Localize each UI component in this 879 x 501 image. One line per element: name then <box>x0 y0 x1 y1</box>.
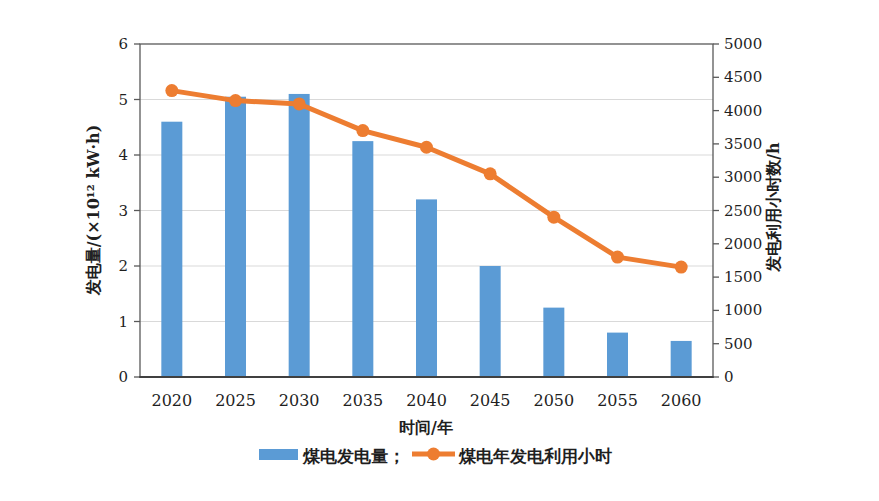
bar-2050 <box>543 308 564 377</box>
line-point-2040 <box>420 141 433 154</box>
line-point-2045 <box>484 167 497 180</box>
left-tick-label: 3 <box>118 202 128 220</box>
legend-bar-label: 煤电发电量； <box>302 446 405 466</box>
x-tick-label: 2055 <box>597 391 638 410</box>
bar-2045 <box>480 266 501 377</box>
combo-chart: 0 1 2 3 4 5 6 0 500 1000 1500 2000 2500 3000 3500 4000… <box>0 0 879 501</box>
line-point-2050 <box>547 211 560 224</box>
line-point-2060 <box>675 261 688 274</box>
legend: 煤电发电量； 煤电年发电利用小时 <box>259 446 612 466</box>
bar-series <box>161 94 691 377</box>
x-tick-label: 2045 <box>470 391 511 410</box>
right-tick-label: 0 <box>724 368 734 386</box>
left-tick-label: 6 <box>118 35 128 53</box>
bar-2055 <box>607 333 628 377</box>
x-tick-label: 2035 <box>342 391 383 410</box>
legend-line-marker <box>427 448 440 461</box>
right-tick-label: 500 <box>724 335 753 353</box>
x-tick-label: 2020 <box>151 391 192 410</box>
x-axis-title: 时间/年 <box>399 418 453 437</box>
bar-2035 <box>352 141 373 377</box>
right-axis-ticks: 0 500 1000 1500 2000 2500 3000 3500 4000 4500 5000 <box>713 35 762 386</box>
right-tick-label: 1500 <box>724 268 762 286</box>
legend-bar-swatch <box>259 449 298 460</box>
x-tick-label: 2060 <box>661 391 702 410</box>
left-tick-label: 5 <box>118 91 128 109</box>
bar-2025 <box>225 97 246 377</box>
line-point-2035 <box>356 124 369 137</box>
left-axis-ticks: 0 1 2 3 4 5 6 <box>118 35 140 386</box>
bar-2020 <box>161 122 182 377</box>
x-axis-tick-labels: 2020 2025 2030 2035 2040 2045 2050 2055 2060 <box>151 391 701 410</box>
left-axis-title: 发电量/(×10¹² kW·h) <box>84 125 103 297</box>
line-point-2055 <box>611 251 624 264</box>
chart-figure: 0 1 2 3 4 5 6 0 500 1000 1500 2000 2500 3000 3500 4000… <box>0 0 879 501</box>
right-tick-label: 4000 <box>724 102 762 120</box>
line-point-2030 <box>293 97 306 110</box>
line-point-2025 <box>229 94 242 107</box>
right-tick-label: 2500 <box>724 202 762 220</box>
line-point-2020 <box>165 84 178 97</box>
bar-2060 <box>671 341 692 377</box>
left-tick-label: 4 <box>118 146 128 164</box>
bar-2030 <box>289 94 310 377</box>
x-tick-label: 2050 <box>533 391 574 410</box>
right-tick-label: 1000 <box>724 301 762 319</box>
bar-2040 <box>416 199 437 377</box>
right-tick-label: 5000 <box>724 35 762 53</box>
left-tick-label: 0 <box>118 368 128 386</box>
right-tick-label: 4500 <box>724 68 762 86</box>
x-tick-label: 2040 <box>406 391 447 410</box>
right-tick-label: 3000 <box>724 168 762 186</box>
left-tick-label: 2 <box>118 257 128 275</box>
left-tick-label: 1 <box>118 313 128 331</box>
legend-line-label: 煤电年发电利用小时 <box>458 446 612 466</box>
right-tick-label: 2000 <box>724 235 762 253</box>
right-axis-title: 发电利用小时数/h <box>764 142 783 273</box>
x-tick-label: 2030 <box>279 391 320 410</box>
x-tick-label: 2025 <box>215 391 256 410</box>
right-tick-label: 3500 <box>724 135 762 153</box>
